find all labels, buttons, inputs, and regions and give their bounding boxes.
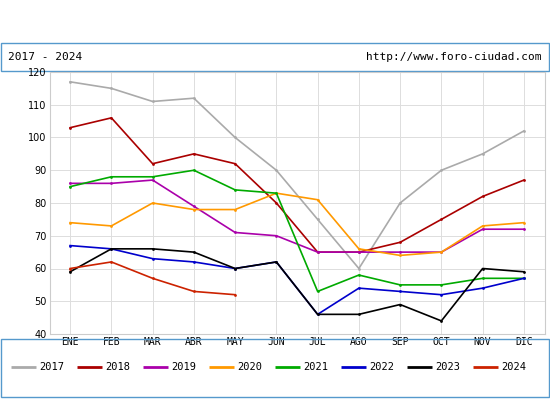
- Text: 2023: 2023: [436, 362, 460, 372]
- Text: 2021: 2021: [304, 362, 328, 372]
- Text: 2018: 2018: [106, 362, 130, 372]
- Text: 2017 - 2024: 2017 - 2024: [8, 52, 82, 62]
- Text: http://www.foro-ciudad.com: http://www.foro-ciudad.com: [366, 52, 542, 62]
- Text: 2020: 2020: [238, 362, 262, 372]
- Text: 2022: 2022: [370, 362, 394, 372]
- Text: 2017: 2017: [40, 362, 64, 372]
- Text: 2024: 2024: [502, 362, 526, 372]
- Text: 2019: 2019: [172, 362, 196, 372]
- Text: Evolucion del paro registrado en Covaleda: Evolucion del paro registrado en Covaled…: [96, 14, 454, 28]
